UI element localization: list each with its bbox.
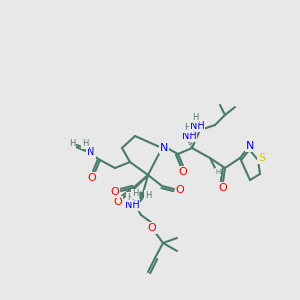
Text: H: H — [192, 113, 198, 122]
Text: H: H — [82, 140, 88, 148]
Text: H: H — [215, 169, 220, 175]
Text: O: O — [219, 183, 227, 193]
Text: O: O — [114, 197, 122, 207]
Text: H: H — [132, 190, 138, 199]
Text: S: S — [258, 153, 266, 163]
Text: H: H — [127, 193, 133, 202]
Text: O: O — [178, 167, 188, 177]
Text: H: H — [69, 140, 75, 148]
Text: NH: NH — [124, 200, 140, 210]
Text: O: O — [176, 185, 184, 195]
Text: O: O — [88, 173, 96, 183]
Text: N: N — [87, 147, 95, 157]
Text: N: N — [246, 141, 254, 151]
Text: NH: NH — [190, 121, 204, 131]
Polygon shape — [140, 192, 146, 202]
Text: H: H — [145, 190, 151, 200]
Text: NH: NH — [182, 131, 196, 141]
Text: H: H — [184, 124, 190, 133]
Text: N: N — [160, 143, 168, 153]
Text: O: O — [111, 187, 119, 197]
Text: O: O — [148, 223, 156, 233]
